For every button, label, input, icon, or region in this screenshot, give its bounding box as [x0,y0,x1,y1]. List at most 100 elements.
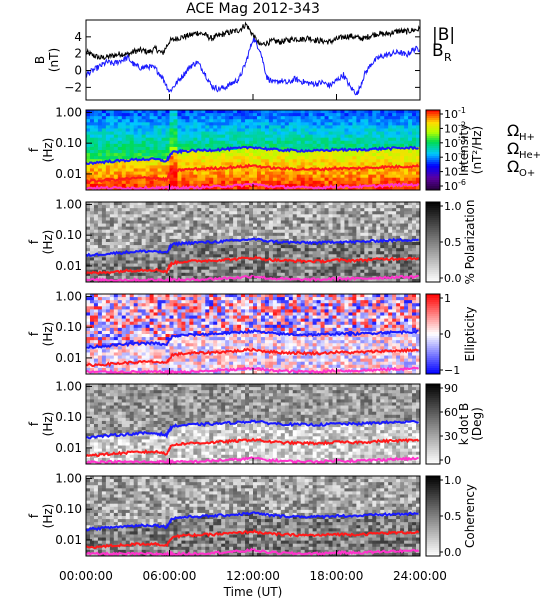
spectrogram-cell [149,260,154,264]
spectrogram-cell [308,238,314,243]
spectrogram-cell [229,272,234,277]
spectrogram-cell [372,248,377,252]
spectrogram-cell [177,211,182,215]
spectrogram-cell [392,232,397,237]
spectrogram-cell [324,116,329,120]
spectrogram-cell [101,128,107,132]
spectrogram-cell [364,168,369,172]
spectrogram-cell [109,223,115,228]
spectrogram-cell [300,116,306,120]
spectrogram-cell [185,116,190,120]
spectrogram-cell [201,248,206,252]
spectrogram-cell [169,177,174,182]
spectrogram-cell [400,131,405,136]
spectrogram-cell [380,113,385,117]
spectrogram-cell [268,251,274,255]
spectrogram-cell [189,119,194,123]
spectrogram-cell [185,165,190,169]
spectrogram-cell [213,137,218,142]
spectrogram-cell [344,156,349,160]
spectrogram-cell [133,324,139,329]
spectrogram-cell [101,272,107,277]
spectrogram-cell [177,143,182,148]
spectrogram-cell [113,171,119,176]
spectrogram-cell [133,254,139,258]
spectrogram-cell [284,251,290,255]
spectrogram-cell [177,134,182,139]
spectrogram-cell [125,168,131,172]
spectrogram-cell [193,125,198,129]
spectrogram-cell [304,128,310,132]
spectrogram-cell [89,119,95,123]
spectrogram-cell [193,232,198,237]
spectrogram-cell [205,275,210,280]
spectrogram-cell [276,143,282,148]
spectrogram-cell [368,248,373,252]
spectrogram-cell [145,324,151,329]
spectrogram-cell [392,211,397,215]
spectrogram-cell [380,134,385,139]
spectrogram-cell [368,257,373,261]
spectrogram-cell [193,269,198,274]
spectrogram-cell [308,171,314,176]
spectrogram-cell [145,300,151,304]
spectrogram-cell [324,205,329,209]
spectrogram-cell [217,248,222,252]
spectrogram-cell [264,260,270,264]
spectrogram-cell [372,269,377,274]
spectrogram-cell [320,174,325,179]
spectrogram-cell [416,208,421,212]
spectrogram-cell [260,119,266,123]
spectrogram-cell [376,208,381,212]
spectrogram-cell [388,272,393,277]
spectrogram-cell [201,217,206,221]
spectrogram-cell [169,146,174,151]
spectrogram-cell [193,183,198,188]
spectrogram-cell [193,168,198,172]
spectrogram-cell [137,214,143,218]
spectrogram-cell [360,220,365,224]
colorbar-step [426,172,440,175]
spectrogram-cell [101,113,107,117]
spectrogram-cell [384,263,389,268]
spectrogram-cell [157,150,162,154]
spectrogram-cell [221,214,226,218]
spectrogram-cell [308,134,314,139]
spectrogram-cell [372,128,377,132]
spectrogram-cell [157,251,162,255]
spectrogram-cell [320,177,325,182]
spectrogram-cell [117,312,123,316]
spectrogram-cell [233,119,238,123]
spectrogram-cell [173,162,178,166]
spectrogram-cell [296,143,302,148]
spectrogram-cell [121,134,127,139]
spectrogram-cell [97,370,103,375]
spectrogram-cell [264,174,270,179]
spectrogram-cell [117,119,123,123]
spectrogram-cell [149,238,154,243]
spectrogram-cell [93,352,99,356]
spectrogram-cell [117,202,123,206]
spectrogram-cell [97,309,103,313]
spectrogram-cell [356,150,361,154]
spectrogram-cell [129,260,135,264]
spectrogram-cell [396,131,401,136]
spectrogram-cell [185,223,190,228]
spectrogram-cell [145,146,151,151]
spectrogram-cell [173,202,178,206]
spectrogram-cell [221,251,226,255]
spectrogram-cell [93,174,99,179]
spectrogram-cell [400,266,405,271]
spectrogram-cell [133,297,139,301]
spectrogram-cell [344,266,349,271]
spectrogram-cell [320,217,325,221]
spectrogram-cell [264,137,270,142]
spectrogram-cell [268,168,274,172]
spectrogram-cell [348,180,353,185]
spectrogram-cell [276,260,282,264]
spectrogram-cell [320,248,325,252]
spectrogram-cell [97,242,103,246]
spectrogram-cell [137,340,143,344]
panel-intensity: 1.000.100.01f (Hz)10-110-210-310-410-510-… [27,105,541,193]
spectrogram-cell [145,242,151,246]
